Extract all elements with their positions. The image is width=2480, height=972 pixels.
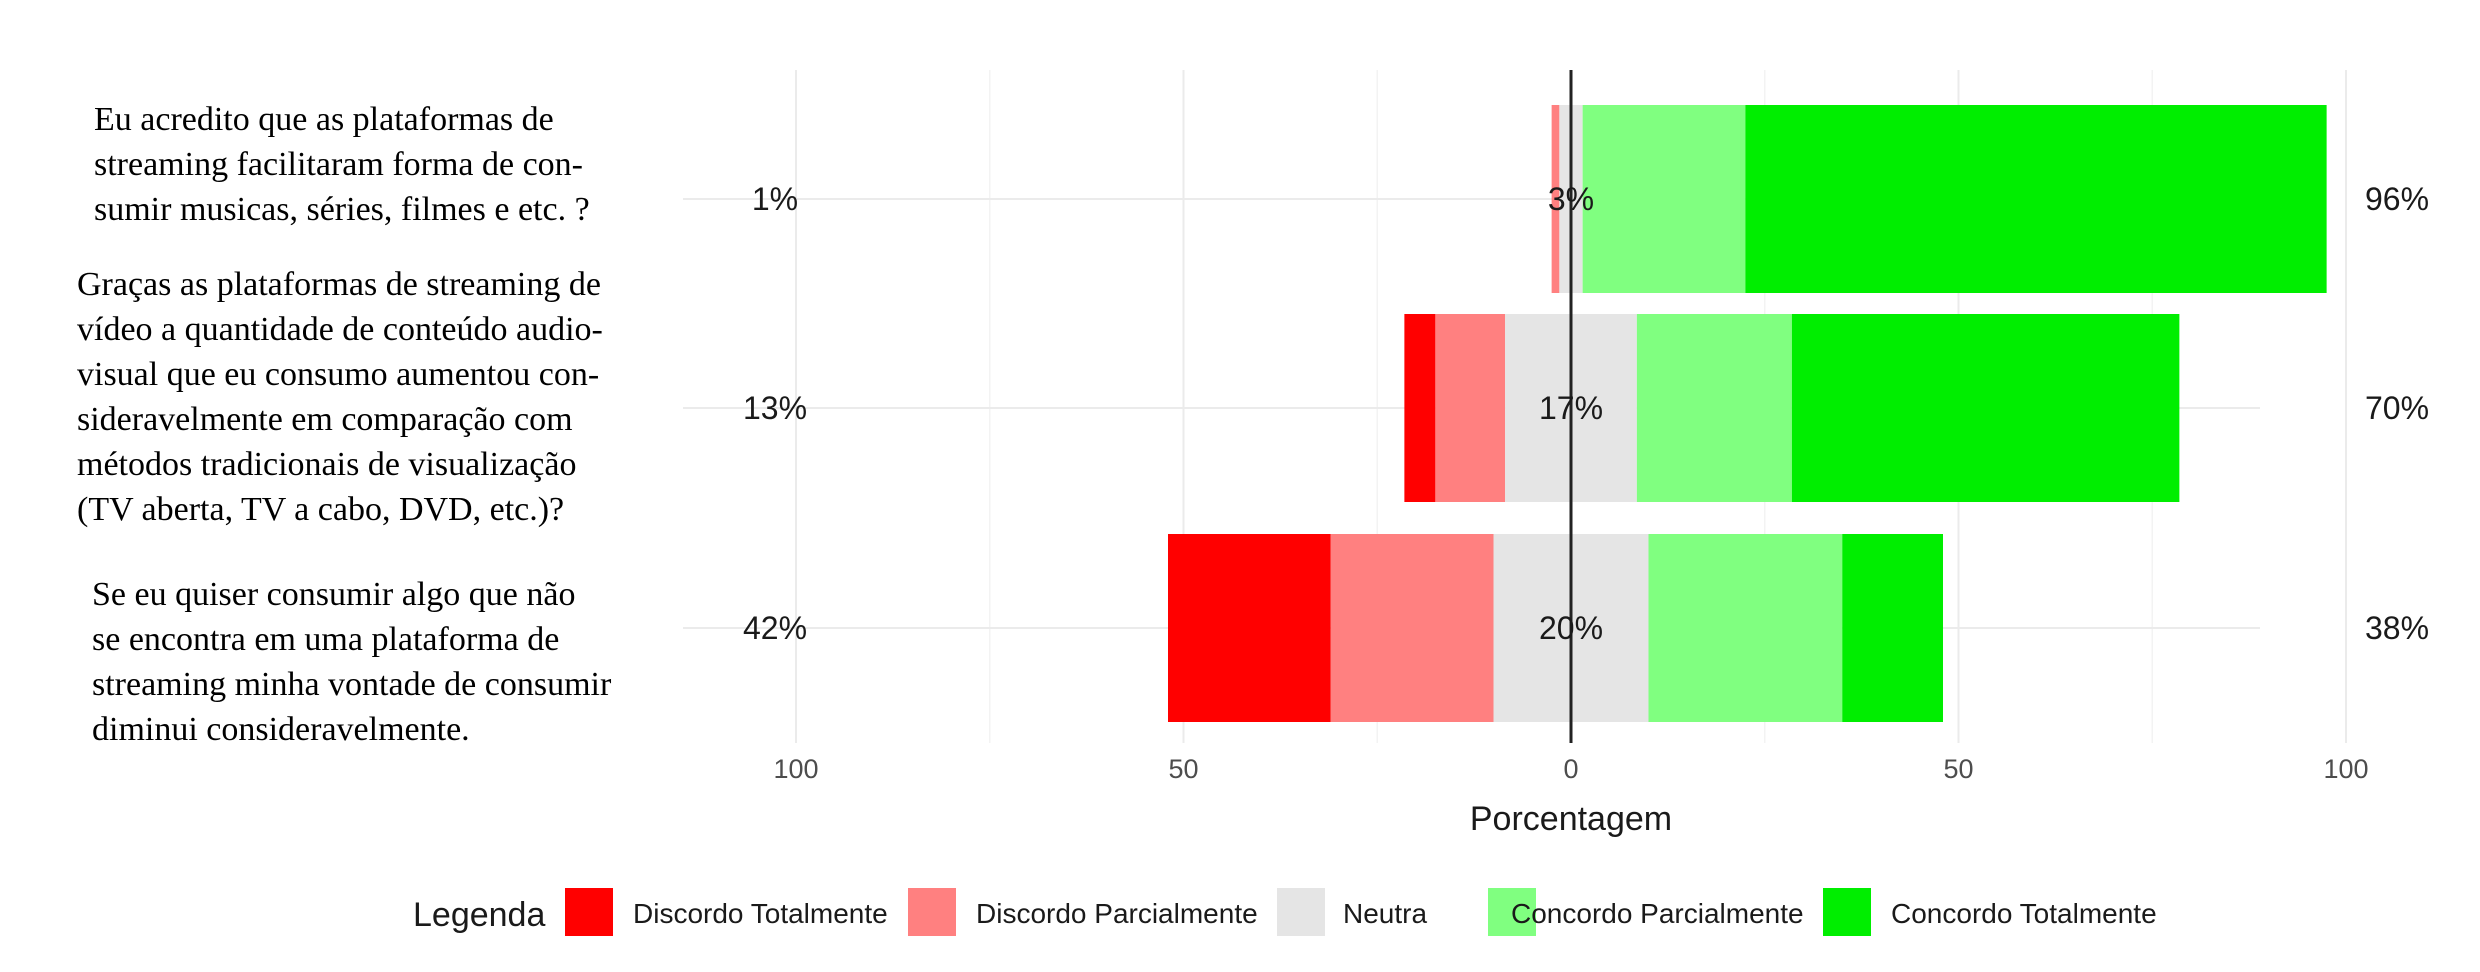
label-left-3: 42% [743, 610, 807, 646]
x-tick-label: 50 [1168, 754, 1198, 784]
label-right-1: 96% [2365, 181, 2429, 217]
legend: Legenda Discordo Totalmente Discordo Parc… [413, 888, 2157, 936]
bar-2-row-3 [1330, 534, 1494, 722]
legend-key-4 [1488, 888, 1536, 936]
x-axis-title: Porcentagem [1470, 800, 1672, 838]
label-left-2: 13% [743, 390, 807, 426]
bar-1-row-3 [1168, 534, 1331, 722]
bar-1-row-2 [1404, 314, 1436, 502]
legend-key-2 [908, 888, 956, 936]
legend-title: Legenda [413, 896, 545, 934]
question-text-1: Eu acredito que as plataformas de stream… [94, 101, 590, 228]
bar-2-row-2 [1435, 314, 1506, 502]
legend-key-1 [565, 888, 613, 936]
legend-label-5: Concordo Totalmente [1891, 898, 2157, 929]
question-text-2: Graças as plataformas de streaming de ví… [77, 266, 603, 528]
legend-key-5 [1823, 888, 1871, 936]
bar-2-row-1 [1551, 105, 1560, 293]
x-tick-label: 50 [1943, 754, 1973, 784]
legend-label-2: Discordo Parcialmente [976, 898, 1258, 929]
label-center-3: 20% [1539, 610, 1603, 646]
legend-label-4: Concordo Parcialmente [1511, 898, 1804, 929]
legend-label-3: Neutra [1343, 898, 1427, 929]
label-center-2: 17% [1539, 390, 1603, 426]
x-axis: 100 50 0 50 100 [773, 754, 2368, 784]
label-left-1: 1% [752, 181, 798, 217]
bar-5-row-2 [1791, 314, 2180, 502]
x-tick-label: 100 [2323, 754, 2368, 784]
bar-4-row-3 [1648, 534, 1843, 722]
label-right-3: 38% [2365, 610, 2429, 646]
label-center-1: 3% [1548, 181, 1594, 217]
label-right-2: 70% [2365, 390, 2429, 426]
question-text-3: Se eu quiser consumir algo que não se en… [92, 576, 612, 748]
value-labels: 1% 3% 96% 13% 17% 70% 42% 20% 38% [743, 181, 2429, 646]
legend-label-1: Discordo Totalmente [633, 898, 888, 929]
legend-key-3 [1277, 888, 1325, 936]
bar-5-row-3 [1842, 534, 1943, 722]
x-tick-label: 100 [773, 754, 818, 784]
bar-4-row-1 [1582, 105, 1746, 293]
legend-items: Discordo Totalmente Discordo Parcialmente… [565, 888, 2157, 936]
bar-4-row-2 [1636, 314, 1792, 502]
x-tick-label: 0 [1563, 754, 1578, 784]
bar-5-row-1 [1745, 105, 2327, 293]
